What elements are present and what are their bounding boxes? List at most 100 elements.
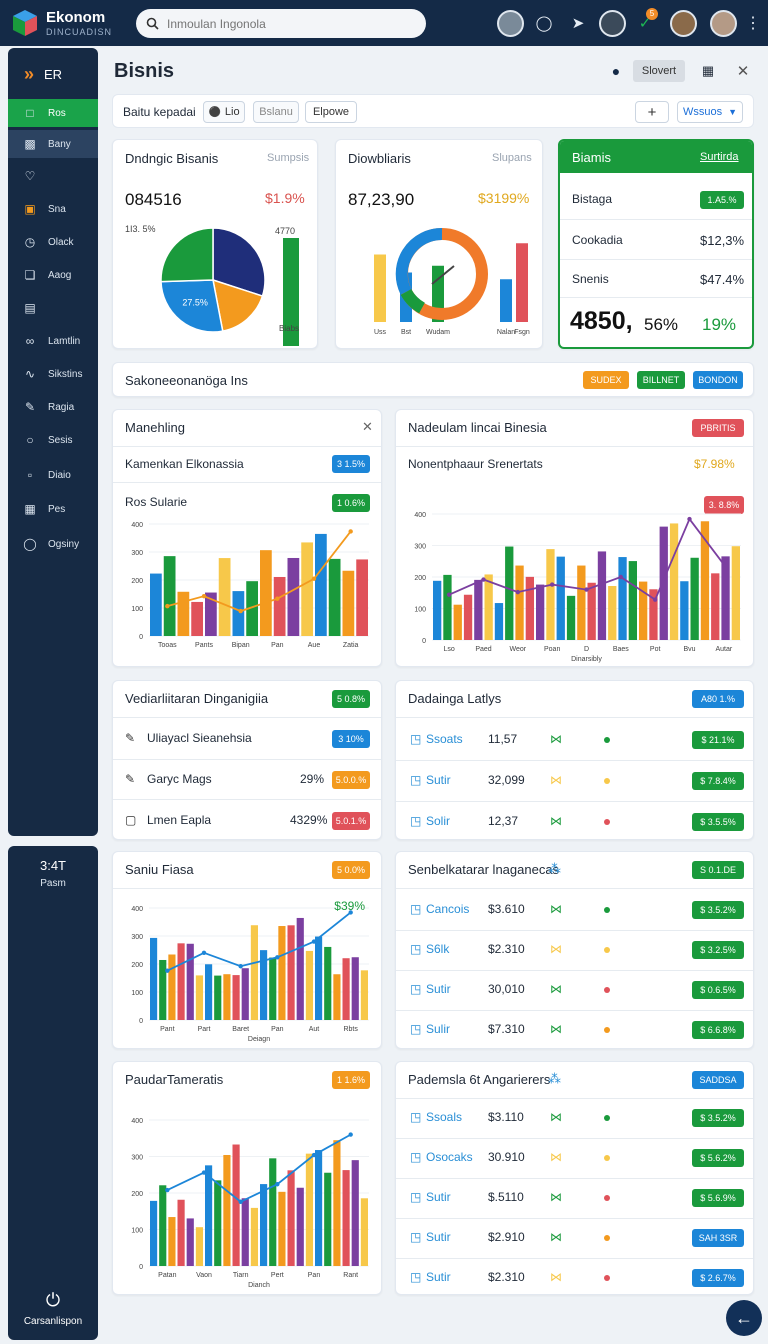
- add-button[interactable]: +: [635, 101, 669, 123]
- table-row[interactable]: ◳ Ssoals $3.110 ⋈ $ 3.5.2%: [396, 1098, 753, 1138]
- bar: [223, 1154, 231, 1266]
- avatar[interactable]: [599, 10, 626, 37]
- bar: [639, 581, 648, 640]
- table-row[interactable]: ◳ Sutir 32,099 ⋈ $ 7.8.4%: [396, 760, 753, 801]
- bar: [232, 591, 245, 636]
- table-row[interactable]: ◳ Sutir $2.310 ⋈ $ 2.6.7%: [396, 1258, 753, 1294]
- filter-chip[interactable]: ⚫ Lio: [203, 101, 245, 123]
- table-row[interactable]: ◳ Sutir $2.910 ⋈ SAH 3SR: [396, 1218, 753, 1258]
- sidebar-item-olack[interactable]: ◷ Olack: [8, 228, 98, 256]
- x-tick: Poan: [544, 646, 560, 653]
- trend-line: [166, 1133, 352, 1203]
- filter-select[interactable]: Wssuos ▼: [677, 101, 743, 123]
- stats-card-header: [560, 141, 752, 173]
- sidebar-item-label: Ragia: [48, 401, 75, 413]
- sidebar-item-lamtlin[interactable]: ∞ Lamtlin: [8, 327, 98, 355]
- big-value: 4850,: [570, 307, 633, 335]
- chevrons-icon[interactable]: »: [24, 64, 35, 84]
- power-icon[interactable]: ⏻: [45, 1290, 61, 1310]
- list-card: Vediarliitaran Dinganigiia 5 0.8% ✎ Ulia…: [112, 680, 382, 840]
- card-value: 87,23,90: [348, 190, 415, 209]
- sidebar-item-sesis[interactable]: ○ Sesis: [8, 426, 98, 454]
- sidebar-item-bany[interactable]: ▩ Bany: [8, 130, 98, 158]
- close-icon[interactable]: ✕: [362, 419, 373, 434]
- location-pin-icon[interactable]: ●: [611, 63, 621, 79]
- sidebar-item-label: Ros: [48, 107, 66, 119]
- divider: [113, 799, 381, 800]
- row-value: 29%: [300, 772, 325, 786]
- bar: [443, 574, 452, 640]
- bar: [342, 570, 355, 636]
- rocket-icon[interactable]: ➤: [571, 15, 585, 32]
- table-row[interactable]: ◳ Sutir 30,010 ⋈ $ 0.6.5%: [396, 970, 753, 1010]
- back-arrow-icon[interactable]: ←: [726, 1300, 762, 1336]
- sidebar-item-aaog[interactable]: ❏ Aaog: [8, 261, 98, 289]
- sidebar-item-ros[interactable]: □ Ros: [8, 99, 98, 127]
- sidebar: » ER □ Ros ▩ Bany ♡ ▣ Sna ◷ Olack ❏ Aaog ▤ ∞ L…: [8, 48, 98, 836]
- status-dot: [604, 1275, 610, 1281]
- y-tick: 0: [139, 634, 143, 641]
- sidebar-item-document[interactable]: ▤: [8, 294, 98, 322]
- table-row[interactable]: ◳ Sutir $.5110 ⋈ $ 5.6.9%: [396, 1178, 753, 1218]
- row-pill: $ 5.6.9%: [692, 1189, 744, 1207]
- axis-legend: Deiagn: [248, 1036, 270, 1043]
- x-tick: Pert: [271, 1272, 284, 1279]
- sidebar-item-pes[interactable]: ▦ Pes: [8, 495, 98, 523]
- bar: [525, 576, 534, 640]
- table-row[interactable]: ◳ Cancois $3.610 ⋈ $ 3.5.2%: [396, 890, 753, 930]
- banner-button[interactable]: BILLNET: [637, 371, 685, 389]
- status-dot: [604, 1235, 610, 1241]
- table-card: Dadainga Latlys A80 1.% ◳ Ssoats 11,57 ⋈ $ 2…: [395, 680, 754, 840]
- avatar[interactable]: [670, 10, 697, 37]
- filter-chip-active[interactable]: Elpowe: [305, 101, 357, 123]
- bar: [333, 1140, 341, 1266]
- banner-button[interactable]: SUDEX: [583, 371, 629, 389]
- sidebar-footer: Carsanlispon: [23, 1316, 83, 1327]
- more-icon[interactable]: ⋮: [745, 15, 761, 32]
- bar: [360, 970, 368, 1020]
- bar: [515, 565, 524, 640]
- trend-line: [448, 517, 725, 602]
- sidebar-item-heart[interactable]: ♡: [8, 162, 98, 190]
- table-row[interactable]: ◳ S6lk $2.310 ⋈ $ 3.2.5%: [396, 930, 753, 970]
- table-row[interactable]: ◳ Sulir $7.310 ⋈ $ 6.6.8%: [396, 1010, 753, 1048]
- table-row[interactable]: ◳ Ssoats 11,57 ⋈ $ 21.1%: [396, 719, 753, 760]
- bar: [186, 943, 194, 1020]
- sparkle-icon: ⁂: [548, 1071, 561, 1086]
- sidebar-item-diaio[interactable]: ▫ Diaio: [8, 461, 98, 489]
- sidebar-item-sna[interactable]: ▣ Sna: [8, 195, 98, 223]
- bar: [505, 546, 514, 640]
- search-input[interactable]: [167, 16, 407, 31]
- bar: [546, 549, 555, 640]
- table-row[interactable]: ◳ Osocaks 30.910 ⋈ $ 5.6.2%: [396, 1138, 753, 1178]
- bar: [273, 576, 286, 636]
- bar-top-label: 4770: [275, 226, 296, 236]
- row-name: S6lk: [426, 942, 450, 956]
- close-icon[interactable]: ✕: [736, 63, 750, 80]
- sidebar-item-sikstins[interactable]: ∿ Sikstins: [8, 360, 98, 388]
- sidebar-item-ogsiny[interactable]: ◯ Ogsiny: [8, 530, 98, 558]
- pie-slice: [212, 227, 266, 298]
- x-tick: Bipan: [232, 642, 250, 649]
- chat-icon[interactable]: ◯: [535, 15, 553, 32]
- sidebar-item-ragia[interactable]: ✎ Ragia: [8, 393, 98, 421]
- chart-icon: ◳: [410, 1190, 422, 1204]
- avatar[interactable]: [497, 10, 524, 37]
- search-bar[interactable]: [136, 9, 426, 38]
- card-title: Pademsla 6t Angarierers: [408, 1072, 551, 1087]
- grid-icon[interactable]: ▦: [701, 63, 715, 78]
- slovert-button[interactable]: Slovert: [633, 60, 685, 82]
- tick-label: Nalan: [497, 329, 515, 336]
- chart-pill: 1 0.6%: [332, 494, 370, 512]
- card-pill: SADDSA: [692, 1071, 744, 1089]
- bar: [556, 556, 565, 640]
- bar: [484, 574, 493, 640]
- filter-chip[interactable]: Bslanu: [253, 101, 299, 123]
- status-dot: [604, 1195, 610, 1201]
- chart-card-left: Manehling ✕ Kamenkan Elkonassia 3 1.5% R…: [112, 409, 382, 667]
- user-avatar[interactable]: [710, 10, 737, 37]
- card-link[interactable]: Surtirda: [700, 151, 739, 163]
- table-row[interactable]: ◳ Solir 12,37 ⋈ $ 3.5.5%: [396, 801, 753, 839]
- chart-icon: ◳: [410, 1270, 422, 1284]
- banner-button[interactable]: BONDON: [693, 371, 743, 389]
